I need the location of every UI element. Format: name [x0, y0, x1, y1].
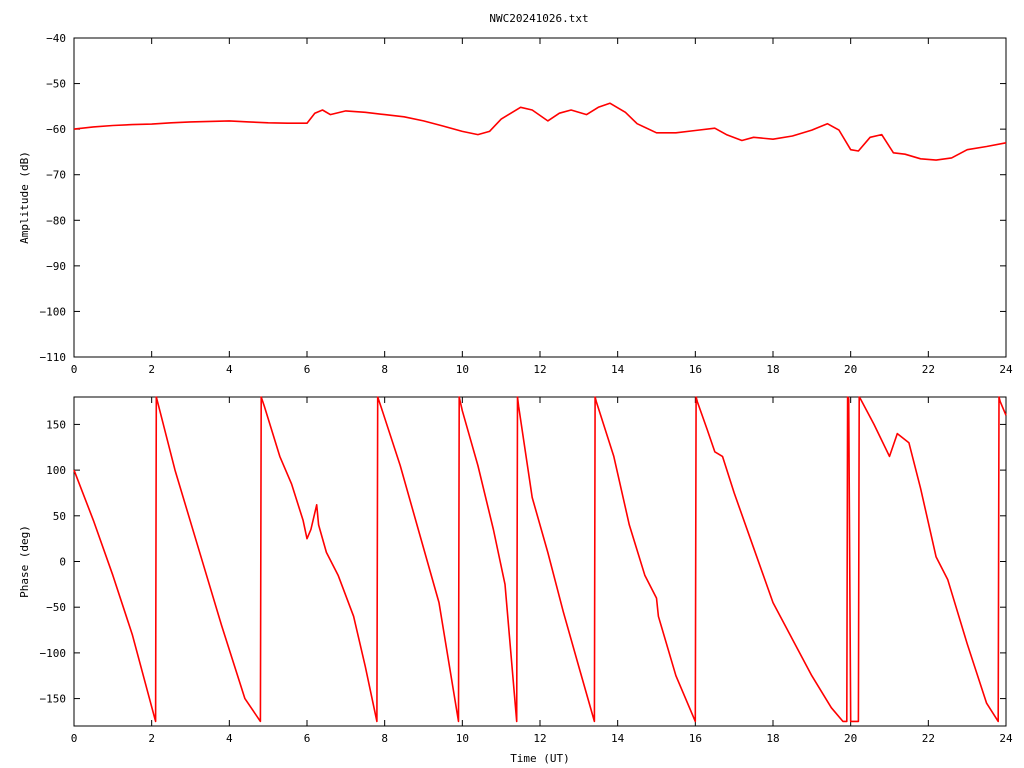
- x-tick-label: 22: [922, 732, 935, 745]
- y-tick-label: −90: [46, 260, 66, 273]
- y-axis-label: Amplitude (dB): [18, 151, 31, 244]
- y-tick-label: −70: [46, 169, 66, 182]
- x-tick-label: 6: [304, 732, 311, 745]
- amplitude-panel: 0 2 4 6 8 10 12 14 16 18 20 22 24−110−100−90−80−70−6…: [18, 32, 1013, 376]
- y-tick-label: −50: [46, 601, 66, 614]
- x-tick-label: 2: [148, 363, 155, 376]
- plot-frame: [73, 37, 1007, 358]
- x-tick-label: 20: [844, 732, 857, 745]
- x-tick-label: 24: [999, 732, 1013, 745]
- x-tick-label: 10: [456, 732, 469, 745]
- x-tick-label: 24: [999, 363, 1013, 376]
- y-tick-label: 100: [46, 464, 66, 477]
- phase-series-line: [73, 396, 1007, 723]
- x-tick-label: 18: [766, 732, 779, 745]
- x-tick-label: 0: [71, 363, 78, 376]
- y-tick-label: 0: [59, 556, 66, 569]
- x-tick-label: 8: [381, 732, 388, 745]
- x-tick-label: 16: [689, 732, 702, 745]
- x-tick-label: 14: [611, 732, 625, 745]
- y-tick-label: −100: [40, 647, 67, 660]
- x-axis-label: Time (UT): [510, 752, 570, 765]
- x-tick-label: 2: [148, 732, 155, 745]
- y-tick-label: −60: [46, 123, 66, 136]
- y-tick-label: −150: [40, 693, 67, 706]
- y-tick-label: −80: [46, 214, 66, 227]
- y-axis-label: Phase (deg): [18, 525, 31, 598]
- y-tick-label: −50: [46, 78, 66, 91]
- y-tick-label: −100: [40, 305, 67, 318]
- x-tick-label: 14: [611, 363, 625, 376]
- x-tick-label: 22: [922, 363, 935, 376]
- phase-panel: 0 2 4 6 8 10 12 14 16 18 20 22 24−150−100−5005010015…: [18, 396, 1013, 765]
- y-tick-label: −40: [46, 32, 66, 45]
- y-tick-label: 50: [53, 510, 66, 523]
- x-tick-label: 18: [766, 363, 779, 376]
- amplitude-series-line: [73, 102, 1007, 161]
- x-tick-label: 0: [71, 732, 78, 745]
- x-tick-label: 12: [533, 732, 546, 745]
- x-tick-label: 6: [304, 363, 311, 376]
- plot-frame: [73, 396, 1007, 727]
- chart-title: NWC20241026.txt: [489, 12, 588, 25]
- x-tick-label: 12: [533, 363, 546, 376]
- x-tick-label: 10: [456, 363, 469, 376]
- x-tick-label: 4: [226, 732, 233, 745]
- y-tick-label: −110: [40, 351, 67, 364]
- y-tick-label: 150: [46, 418, 66, 431]
- x-tick-label: 16: [689, 363, 702, 376]
- x-tick-label: 8: [381, 363, 388, 376]
- x-tick-label: 4: [226, 363, 233, 376]
- x-tick-label: 20: [844, 363, 857, 376]
